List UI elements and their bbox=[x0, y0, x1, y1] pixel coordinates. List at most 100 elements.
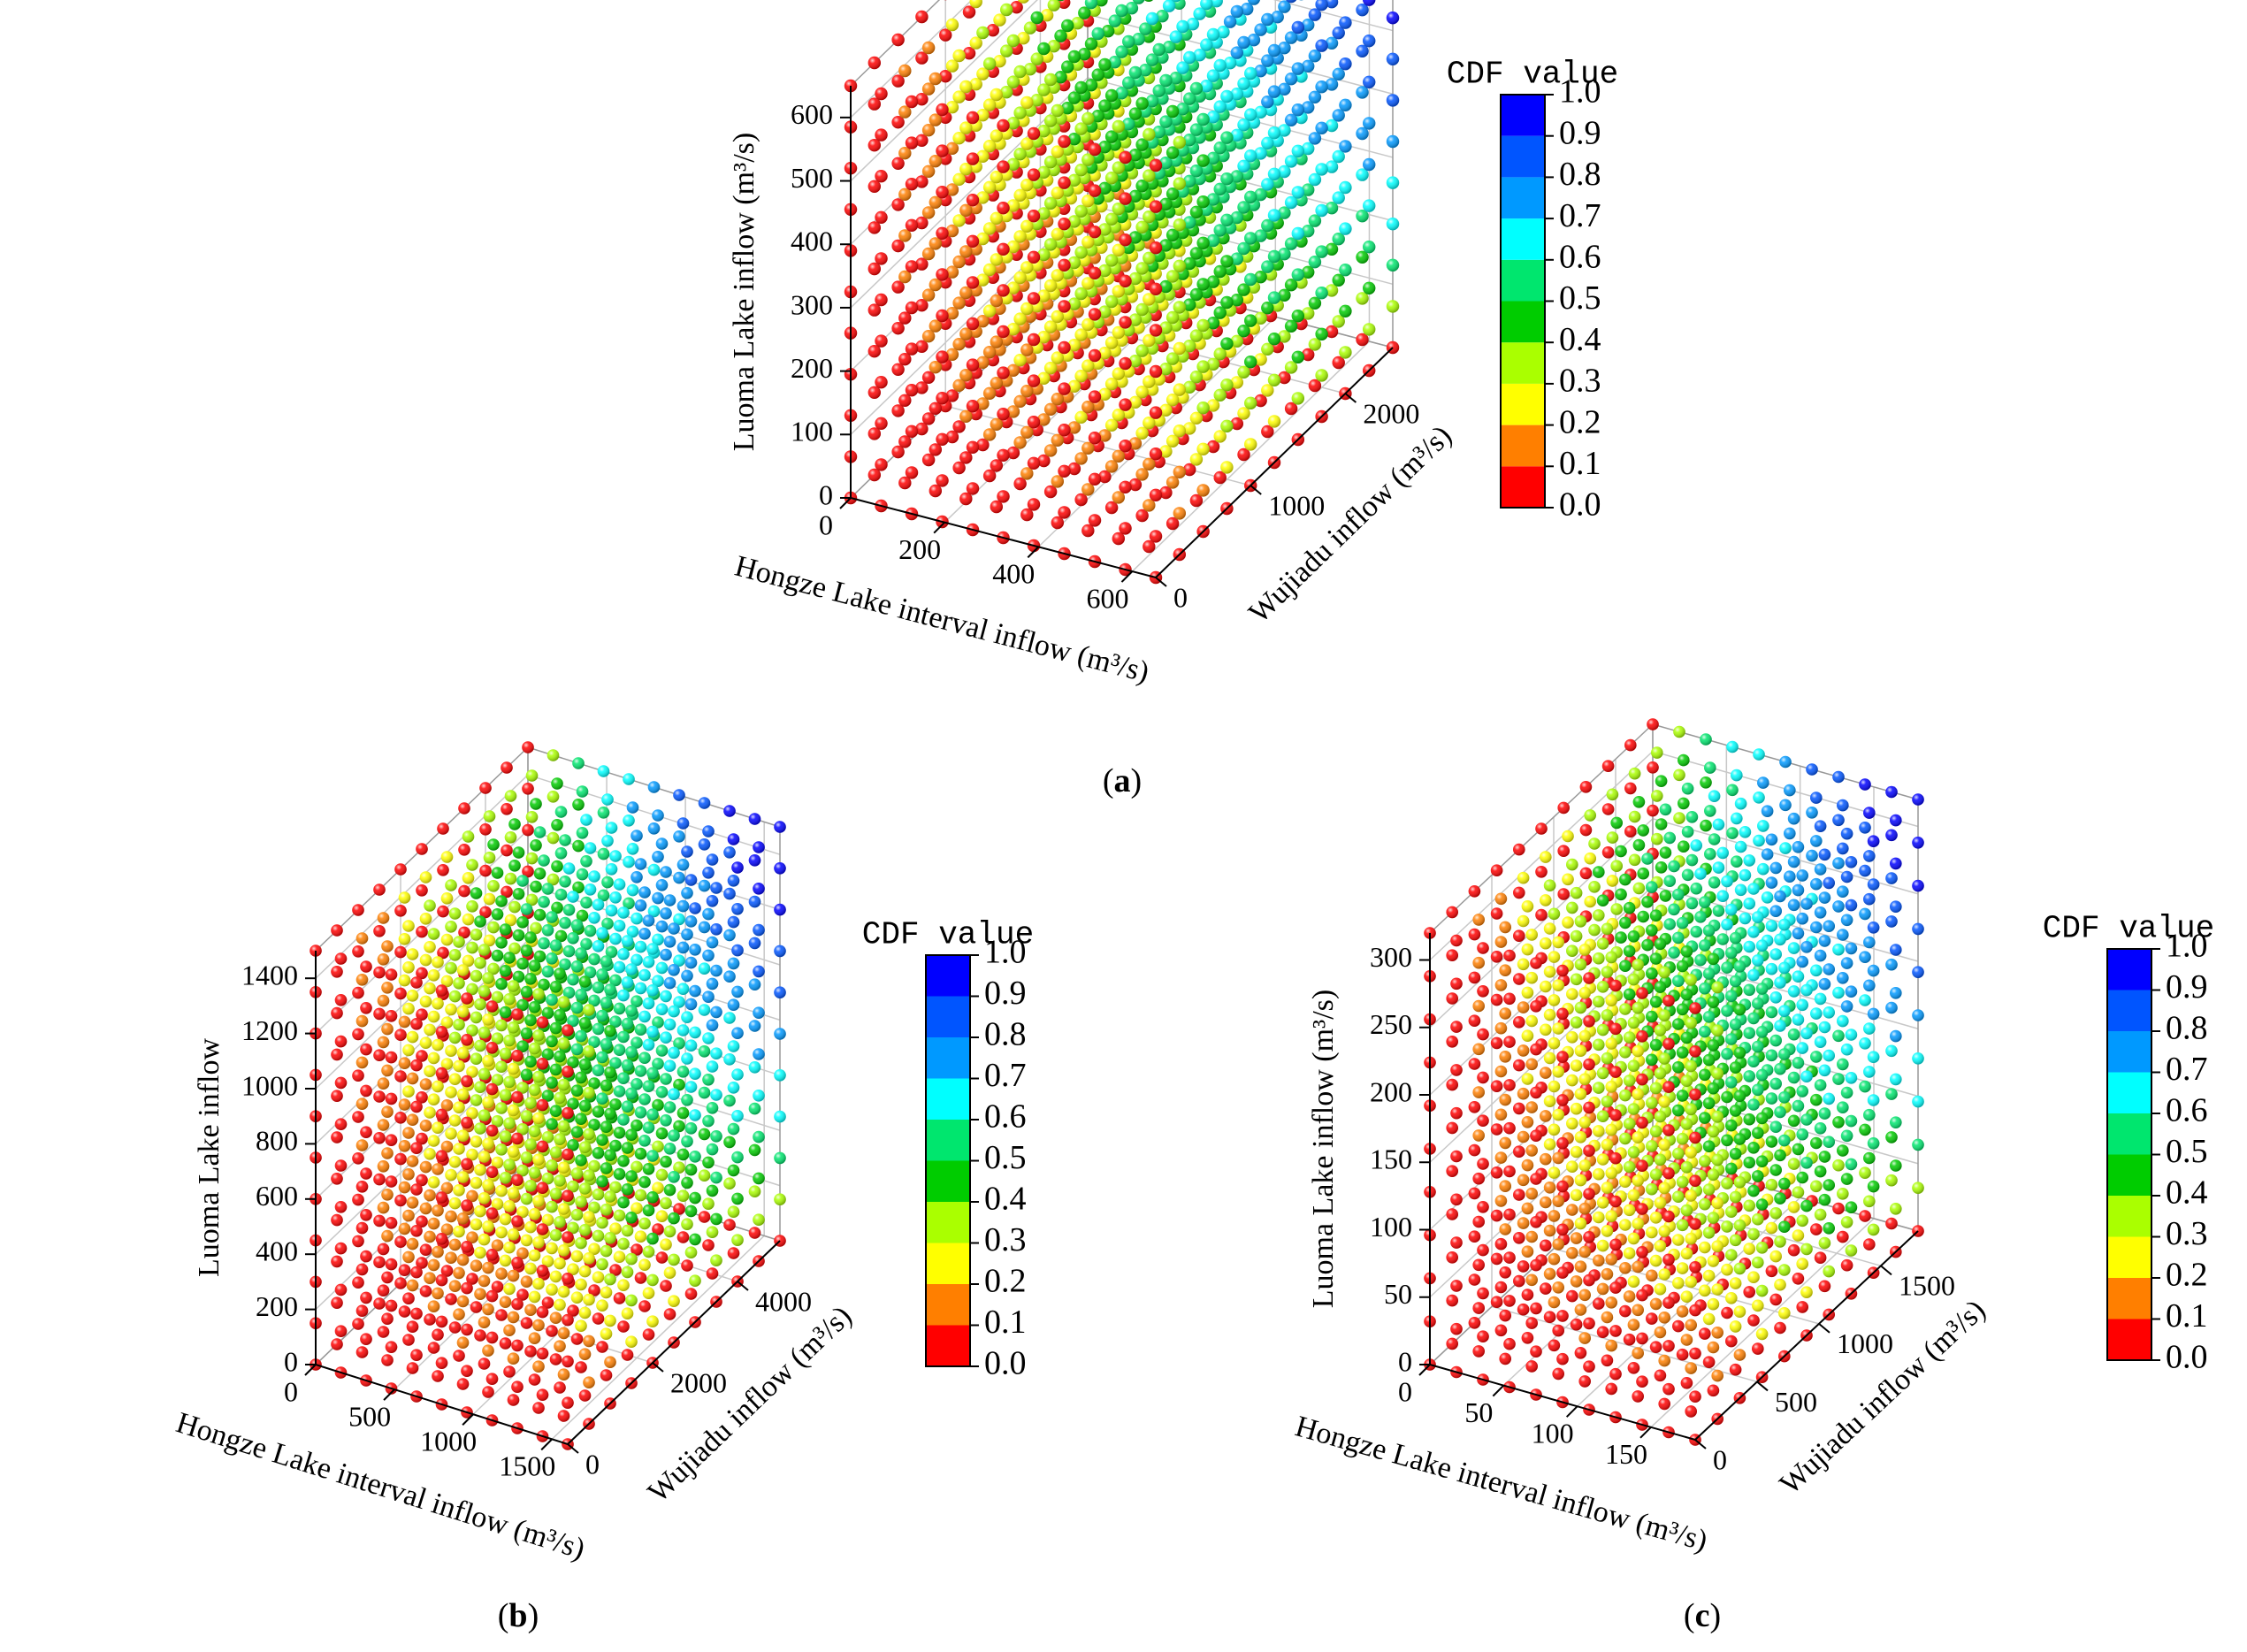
data-point-shade bbox=[905, 301, 919, 315]
data-point-shade bbox=[1291, 62, 1305, 75]
data-point bbox=[1244, 396, 1257, 409]
data-point-shade bbox=[1220, 295, 1234, 310]
data-point bbox=[1213, 58, 1227, 73]
data-point-shade bbox=[921, 41, 936, 55]
box-edge bbox=[850, 0, 941, 87]
data-point-shade bbox=[1058, 0, 1071, 9]
data-point bbox=[1058, 134, 1071, 149]
data-point-shade bbox=[905, 466, 919, 479]
data-point-shade bbox=[437, 864, 449, 876]
data-point bbox=[1067, 50, 1081, 64]
data-point bbox=[597, 847, 610, 860]
data-point-shade bbox=[458, 802, 470, 815]
data-point bbox=[1027, 333, 1041, 347]
data-point bbox=[1149, 282, 1163, 295]
data-point bbox=[997, 119, 1010, 133]
data-point bbox=[394, 1235, 407, 1248]
data-point-shade bbox=[1027, 210, 1041, 223]
data-point-shade bbox=[440, 933, 454, 946]
data-point-shade bbox=[966, 152, 980, 165]
data-point-shade bbox=[1339, 140, 1352, 153]
data-point bbox=[1267, 373, 1281, 386]
data-point bbox=[1196, 112, 1210, 126]
data-point bbox=[875, 458, 888, 471]
data-point bbox=[1291, 20, 1305, 34]
data-point bbox=[875, 293, 888, 307]
data-point-shade bbox=[1119, 150, 1132, 164]
data-point-shade bbox=[394, 905, 407, 917]
data-point-shade bbox=[867, 56, 881, 70]
data-point-shade bbox=[458, 884, 470, 898]
z-tick-label: 400 bbox=[791, 226, 833, 257]
z-tick-label: 200 bbox=[791, 352, 833, 384]
data-point-shade bbox=[875, 252, 888, 265]
data-point bbox=[437, 822, 449, 835]
data-point-shade bbox=[576, 785, 589, 798]
data-point-shade bbox=[623, 773, 635, 785]
data-point bbox=[1315, 163, 1328, 176]
data-point-shade bbox=[1027, 126, 1041, 141]
data-point-shade bbox=[1020, 96, 1034, 110]
data-point-shade bbox=[1196, 236, 1210, 249]
data-point-shade bbox=[1267, 249, 1281, 264]
data-point-shade bbox=[1261, 12, 1274, 27]
data-point-shade bbox=[458, 844, 470, 856]
data-point-shade bbox=[1149, 530, 1163, 543]
data-point bbox=[1267, 167, 1281, 180]
data-point-shade bbox=[504, 831, 517, 844]
data-point bbox=[1220, 295, 1234, 310]
data-point bbox=[1119, 398, 1132, 411]
data-point-shade bbox=[936, 103, 949, 117]
data-point bbox=[508, 900, 521, 914]
data-point bbox=[1291, 62, 1305, 75]
data-point bbox=[394, 987, 407, 1000]
data-point bbox=[601, 835, 614, 847]
data-point bbox=[1220, 172, 1234, 186]
z-tick-label: 500 bbox=[791, 162, 833, 194]
colorbar-tick-label: 0.9 bbox=[1559, 114, 1601, 151]
z-tick-label: 0 bbox=[819, 478, 833, 510]
data-point-shade bbox=[1119, 233, 1132, 247]
data-point bbox=[1058, 424, 1071, 437]
data-point bbox=[647, 863, 661, 876]
data-point bbox=[1196, 278, 1210, 291]
data-point bbox=[1173, 424, 1187, 438]
data-point bbox=[905, 342, 919, 356]
data-point bbox=[1058, 176, 1071, 189]
data-point-shade bbox=[1115, 4, 1128, 18]
data-point-shade bbox=[1112, 119, 1126, 134]
data-point bbox=[483, 892, 496, 906]
data-point-shade bbox=[1135, 96, 1149, 111]
data-point-shade bbox=[905, 136, 919, 149]
data-point bbox=[1173, 383, 1187, 396]
data-point bbox=[576, 868, 589, 881]
data-point-shade bbox=[522, 741, 534, 753]
data-point-shade bbox=[1043, 73, 1058, 87]
data-point-shade bbox=[1119, 522, 1132, 535]
data-point bbox=[554, 806, 568, 818]
data-point-shade bbox=[1173, 218, 1187, 232]
data-point bbox=[1119, 440, 1132, 453]
data-point bbox=[1291, 310, 1305, 323]
data-point-shade bbox=[1220, 131, 1234, 144]
data-point bbox=[905, 301, 919, 315]
data-point bbox=[1037, 42, 1051, 56]
data-point bbox=[508, 818, 521, 830]
gridline-z bbox=[850, 0, 1038, 182]
data-point bbox=[1291, 226, 1305, 241]
data-point bbox=[1000, 3, 1013, 17]
data-point bbox=[673, 871, 685, 884]
colorbar-segment bbox=[1501, 259, 1545, 302]
data-point bbox=[1244, 108, 1257, 121]
data-point-shade bbox=[1149, 324, 1163, 337]
data-point-shade bbox=[997, 284, 1010, 297]
data-point-shade bbox=[437, 905, 449, 918]
data-point-shade bbox=[525, 852, 539, 865]
data-point-shade bbox=[1244, 232, 1257, 245]
data-point-shade bbox=[508, 818, 521, 830]
data-point bbox=[1112, 119, 1126, 134]
data-point-shade bbox=[530, 880, 542, 893]
data-point bbox=[479, 823, 492, 836]
data-point-shade bbox=[504, 872, 517, 885]
data-point-shade bbox=[1291, 20, 1305, 34]
